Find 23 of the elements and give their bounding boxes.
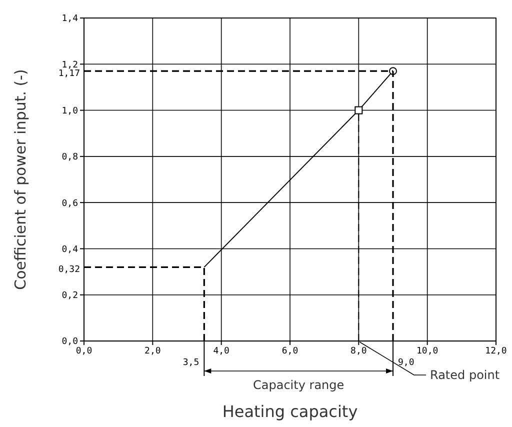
text: Capacity range (253, 378, 344, 392)
ref-line-label: 1,17 (58, 69, 80, 80)
y-tick-label: 0,6 (62, 198, 78, 209)
y-tick-label: 0,2 (62, 291, 78, 302)
x-tick-label: 4,0 (213, 346, 230, 356)
ref-line-label: 0,32 (58, 265, 80, 276)
y-tick-label: 1,4 (62, 14, 78, 24)
annotation: Rated point (430, 368, 500, 382)
y-axis-title: Coefficient of power input. (-) (11, 69, 30, 290)
y-tick-label: 1,2 (62, 60, 78, 70)
x-axis-title: Heating capacity (222, 402, 358, 421)
y-tick-label: 0,0 (62, 337, 78, 348)
y-tick-label: 0,8 (62, 152, 78, 163)
x-tick-label: 6,0 (282, 346, 298, 356)
x-tick-label: 10,0 (416, 346, 438, 356)
y-tick-label: 0,4 (62, 244, 78, 255)
y-tick-label: 1,0 (62, 106, 78, 116)
x-tick-label: 0,0 (76, 346, 92, 356)
ref-line-label: 3,5 (182, 358, 200, 368)
x-tick-label: 12,0 (485, 346, 507, 356)
x-tick-label: 8,0 (350, 346, 367, 356)
x-tick-label: 2,0 (144, 346, 161, 356)
ref-line-label: 9,0 (398, 358, 414, 368)
